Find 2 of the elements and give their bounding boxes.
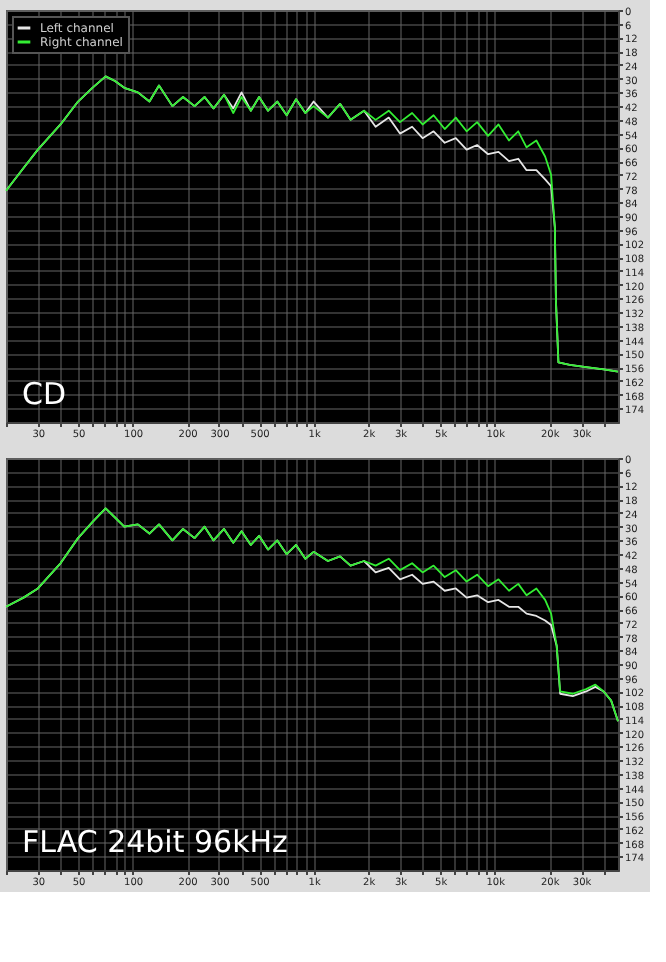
- text: FLAC 24bit 96kHz: [22, 824, 289, 860]
- text: CD: [22, 376, 67, 412]
